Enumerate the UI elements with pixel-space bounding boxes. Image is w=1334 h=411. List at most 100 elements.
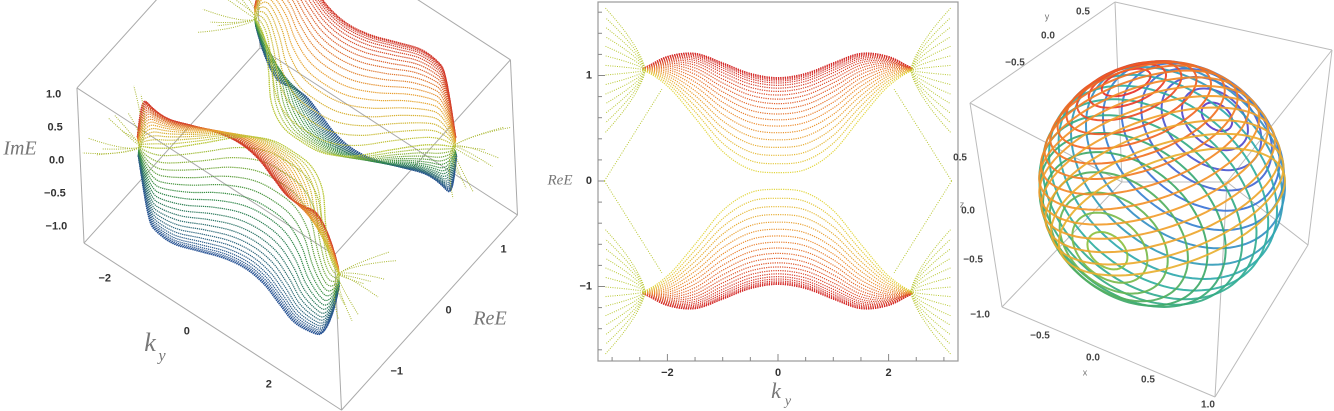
band-line <box>642 266 913 301</box>
surface-line <box>137 155 340 331</box>
surface-line <box>137 155 340 334</box>
y-tick-label: 0.5 <box>1076 7 1090 18</box>
flare-line <box>605 291 646 317</box>
box-edge <box>1226 49 1333 183</box>
x-axis-title-subscript: y <box>783 394 792 409</box>
band-line <box>642 241 913 294</box>
surface-line <box>255 24 458 189</box>
flare-line <box>452 146 467 189</box>
surface-line <box>254 0 457 141</box>
surface-line <box>254 22 457 175</box>
surface-line <box>137 152 340 314</box>
flare-line <box>605 55 646 71</box>
band-line <box>642 235 913 294</box>
flare-line <box>910 291 951 307</box>
flare-line <box>337 260 397 275</box>
surface-line <box>254 0 457 143</box>
flare-line <box>910 291 951 317</box>
flare-line <box>910 17 951 71</box>
box-edge <box>1214 244 1309 398</box>
meridian-circle <box>1041 151 1209 307</box>
flare-line <box>605 291 646 326</box>
flare-line <box>605 229 646 292</box>
z-tick-label: −0.5 <box>963 255 983 266</box>
z-tick-label: 0.5 <box>47 121 62 133</box>
flare-line <box>605 70 646 124</box>
flare-line <box>452 145 479 163</box>
flare-line <box>202 8 257 21</box>
box-edge <box>1114 1 1123 183</box>
surface-line <box>137 155 340 336</box>
flare-line <box>605 238 646 292</box>
meridian-circle <box>1041 98 1258 301</box>
box-edge <box>969 1 1116 104</box>
box-edge <box>509 59 518 215</box>
flare-line <box>122 130 142 147</box>
band-line <box>642 273 913 304</box>
flare-line <box>453 145 499 159</box>
x-axis-title-subscript: y <box>156 348 166 365</box>
surface-line <box>253 16 456 157</box>
flare-line <box>102 146 142 150</box>
surface-line <box>254 23 457 184</box>
surface-line <box>254 0 457 140</box>
surface-line <box>254 15 456 148</box>
flare-line <box>910 26 951 71</box>
x-tick-label: 0 <box>184 326 190 338</box>
flare-line <box>133 85 144 147</box>
x-tick-label: 0 <box>775 367 781 379</box>
surface-line <box>137 154 340 327</box>
surface-line <box>255 25 458 191</box>
flare-line <box>452 146 474 192</box>
surface-line <box>138 134 340 275</box>
surface-line <box>137 152 340 310</box>
band-line <box>642 68 913 127</box>
box-edge <box>76 87 85 244</box>
meridian-circle <box>1084 61 1286 250</box>
flare-line <box>605 36 646 71</box>
flare-line <box>910 7 951 71</box>
box-edge <box>259 47 518 216</box>
surface-line <box>137 151 340 306</box>
flare-line <box>910 257 951 293</box>
edge-state-line <box>893 180 953 274</box>
edge-state-line <box>893 88 953 182</box>
band-line <box>642 61 913 96</box>
surface-line <box>254 19 456 160</box>
latitude-circle <box>1050 132 1285 266</box>
flare-line <box>605 291 646 345</box>
surface-line <box>254 19 457 162</box>
box-edge <box>83 47 261 244</box>
flare-line <box>255 0 261 19</box>
box-edge <box>417 0 511 61</box>
surface-line <box>254 21 457 172</box>
x-tick-label: −0.5 <box>1030 331 1050 342</box>
x-tick-label: 2 <box>266 379 272 391</box>
meridian-circle <box>1200 101 1234 133</box>
flare-line <box>337 272 385 280</box>
flare-line <box>910 70 951 124</box>
box-edge <box>341 214 518 411</box>
flare-line <box>605 45 646 71</box>
surface-line <box>254 14 456 147</box>
band-line <box>642 275 913 306</box>
band-line <box>642 59 913 92</box>
panel-re-e-vs-ky: −2 0 2 1 0 −1 ReE k y <box>547 1 959 409</box>
x-axis-title: k <box>144 328 156 357</box>
flare-line <box>333 274 339 320</box>
surface-line <box>254 0 457 138</box>
flare-line <box>236 0 257 19</box>
box-edge <box>257 0 261 48</box>
flare-line <box>210 18 257 24</box>
band-line <box>642 69 913 165</box>
surface-line <box>254 6 456 145</box>
x-axis-title: k <box>771 378 782 403</box>
latitude-circle <box>1039 76 1251 196</box>
y-axis-title: ReE <box>547 172 573 188</box>
flare-line <box>910 291 951 336</box>
surface-line <box>137 153 340 321</box>
flare-line <box>605 248 646 292</box>
band-line <box>642 66 913 115</box>
latitude-circle <box>1057 147 1286 277</box>
